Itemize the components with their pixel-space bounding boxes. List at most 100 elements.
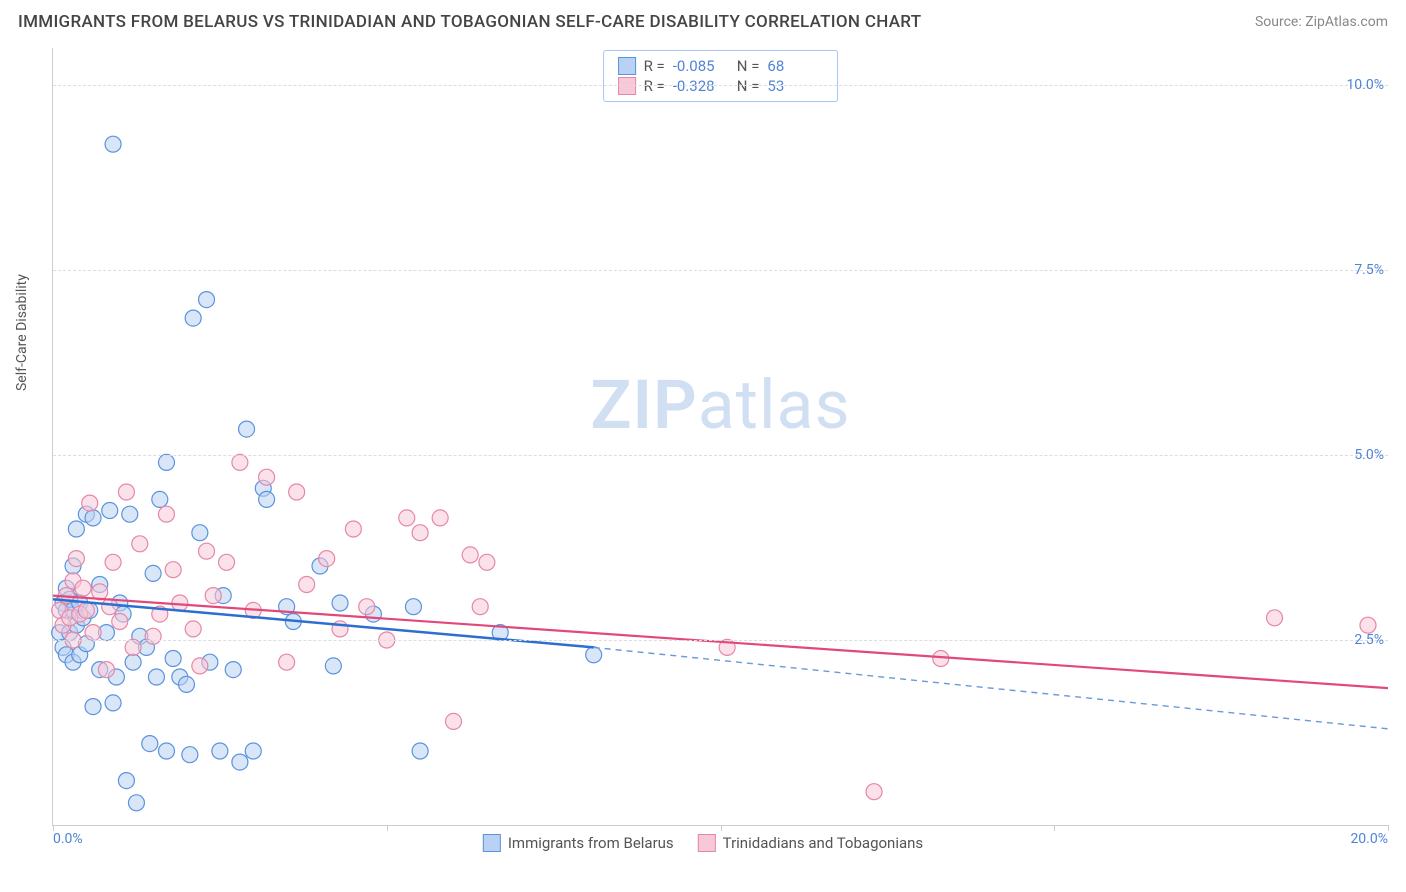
data-point	[98, 662, 114, 678]
stat-n-value: 53	[767, 77, 823, 95]
correlation-legend: R =-0.085N =68R =-0.328N =53	[603, 50, 839, 102]
legend-swatch	[698, 834, 716, 852]
data-point	[118, 484, 134, 500]
data-point	[405, 599, 421, 615]
trend-line	[53, 596, 1388, 689]
x-tick-label: 20.0%	[1350, 831, 1388, 847]
series-legend: Immigrants from Belarus Trinidadians and …	[483, 834, 923, 852]
data-point	[68, 551, 84, 567]
data-point	[279, 654, 295, 670]
stat-r-label: R =	[644, 57, 665, 75]
data-point	[105, 695, 121, 711]
data-point	[232, 454, 248, 470]
stat-r-value: -0.328	[673, 77, 729, 95]
chart-wrap: Self-Care Disability ZIPatlas R =-0.085N…	[18, 48, 1388, 854]
legend-row: R =-0.085N =68	[618, 56, 824, 76]
legend-label: Immigrants from Belarus	[508, 834, 674, 852]
stat-r-label: R =	[644, 77, 665, 95]
data-point	[82, 495, 98, 511]
y-tick-label: 5.0%	[1354, 447, 1384, 463]
legend-row: R = -0.328 N = 53	[618, 76, 824, 96]
y-tick-label: 2.5%	[1354, 632, 1384, 648]
data-point	[1267, 610, 1283, 626]
data-point	[158, 454, 174, 470]
data-point	[1360, 617, 1376, 633]
chart-title: IMMIGRANTS FROM BELARUS VS TRINIDADIAN A…	[18, 12, 921, 32]
chart-header: IMMIGRANTS FROM BELARUS VS TRINIDADIAN A…	[0, 0, 1406, 40]
data-point	[112, 614, 128, 630]
data-point	[165, 562, 181, 578]
legend-item: Immigrants from Belarus	[483, 834, 674, 852]
data-point	[199, 292, 215, 308]
gridline	[53, 455, 1388, 456]
data-point	[225, 662, 241, 678]
data-point	[345, 521, 361, 537]
data-point	[75, 580, 91, 596]
data-point	[325, 658, 341, 674]
source-label: Source: ZipAtlas.com	[1255, 14, 1388, 30]
data-point	[479, 554, 495, 570]
data-point	[118, 773, 134, 789]
data-point	[205, 588, 221, 604]
data-point	[85, 699, 101, 715]
data-point	[239, 421, 255, 437]
data-point	[158, 506, 174, 522]
data-point	[185, 621, 201, 637]
data-point	[182, 747, 198, 763]
data-point	[145, 628, 161, 644]
stat-n-label: N =	[737, 57, 760, 75]
data-point	[332, 595, 348, 611]
y-axis-label: Self-Care Disability	[14, 274, 30, 391]
data-point	[359, 599, 375, 615]
gridline	[53, 85, 1388, 86]
x-tick-label: 0.0%	[53, 831, 83, 847]
data-point	[85, 510, 101, 526]
data-point	[212, 743, 228, 759]
data-point	[289, 484, 305, 500]
gridline	[53, 640, 1388, 641]
x-tick	[1054, 825, 1055, 831]
x-tick	[1388, 825, 1389, 831]
data-point	[259, 469, 275, 485]
data-point	[85, 625, 101, 641]
data-point	[245, 743, 261, 759]
data-point	[125, 639, 141, 655]
gridline	[53, 270, 1388, 271]
data-point	[219, 554, 235, 570]
data-point	[122, 506, 138, 522]
data-point	[142, 736, 158, 752]
data-point	[412, 743, 428, 759]
data-point	[105, 554, 121, 570]
data-point	[259, 491, 275, 507]
plot-svg	[53, 48, 1388, 825]
data-point	[179, 676, 195, 692]
stat-n-value: 68	[767, 57, 823, 75]
data-point	[586, 647, 602, 663]
data-point	[105, 136, 121, 152]
data-point	[145, 565, 161, 581]
data-point	[158, 743, 174, 759]
data-point	[185, 310, 201, 326]
data-point	[192, 658, 208, 674]
data-point	[866, 784, 882, 800]
data-point	[68, 521, 84, 537]
data-point	[125, 654, 141, 670]
data-point	[199, 543, 215, 559]
data-point	[446, 713, 462, 729]
plot-area: ZIPatlas R =-0.085N =68R =-0.328N =53 2.…	[52, 48, 1388, 826]
data-point	[232, 754, 248, 770]
y-tick-label: 7.5%	[1354, 262, 1384, 278]
data-point	[472, 599, 488, 615]
data-point	[462, 547, 478, 563]
data-point	[152, 491, 168, 507]
data-point	[192, 525, 208, 541]
legend-item: Trinidadians and Tobagonians	[698, 834, 923, 852]
data-point	[102, 503, 118, 519]
data-point	[165, 651, 181, 667]
legend-label: Trinidadians and Tobagonians	[723, 834, 923, 852]
data-point	[128, 795, 144, 811]
legend-swatch	[483, 834, 501, 852]
data-point	[432, 510, 448, 526]
stat-n-label: N =	[737, 77, 760, 95]
data-point	[132, 536, 148, 552]
